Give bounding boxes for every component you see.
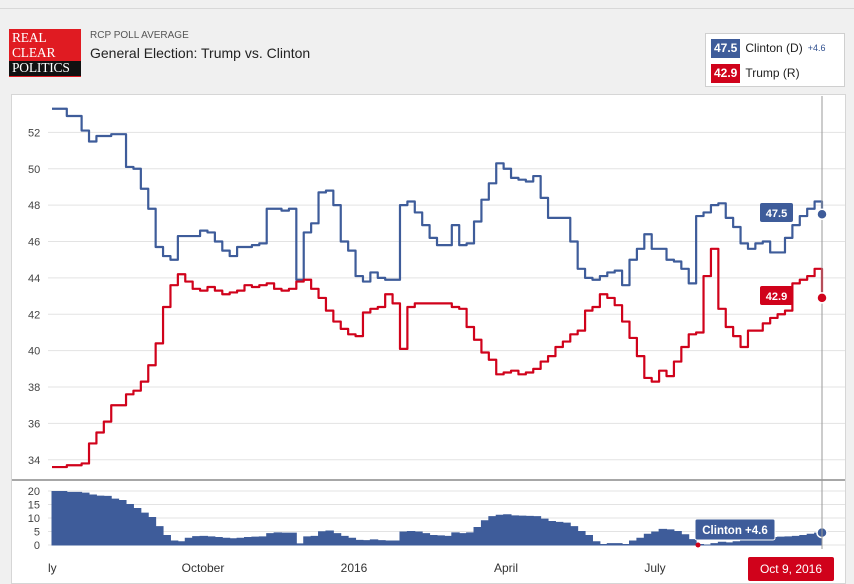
top-rule bbox=[0, 8, 854, 9]
spread-area[interactable] bbox=[51, 491, 823, 546]
date-tooltip[interactable]: Oct 9, 2016 bbox=[748, 557, 834, 581]
y-tick-label: 38 bbox=[28, 382, 40, 394]
legend-clinton-label: Clinton (D) bbox=[745, 41, 803, 55]
spread-y-tick-label: 5 bbox=[34, 527, 40, 539]
x-tick-label: October bbox=[182, 561, 225, 575]
x-axis-ticks: ly October 2016 April July bbox=[48, 561, 666, 575]
series-lines bbox=[52, 107, 824, 469]
trump-series-line[interactable] bbox=[52, 247, 824, 469]
spread-y-tick-label: 0 bbox=[34, 540, 40, 552]
clinton-end-marker[interactable] bbox=[816, 208, 828, 220]
trump-end-label: 42.9 bbox=[760, 286, 793, 305]
end-markers bbox=[816, 208, 828, 304]
clinton-end-label: 47.5 bbox=[760, 203, 793, 222]
rcp-logo[interactable]: REAL CLEAR POLITICS bbox=[9, 29, 81, 77]
y-axis-ticks: 34 36 38 40 42 44 46 48 50 52 bbox=[28, 127, 40, 466]
spread-y-tick-label: 15 bbox=[28, 500, 40, 512]
x-tick-label: 2016 bbox=[341, 561, 368, 575]
logo-line-3: POLITICS bbox=[9, 60, 81, 76]
y-tick-label: 52 bbox=[28, 127, 40, 139]
date-tooltip-text: Oct 9, 2016 bbox=[760, 562, 822, 576]
y-tick-label: 46 bbox=[28, 237, 40, 249]
y-tick-label: 42 bbox=[28, 309, 40, 321]
legend-trump-label: Trump (R) bbox=[745, 66, 800, 80]
x-tick-label: ly bbox=[48, 561, 57, 575]
legend-clinton-value: 47.5 bbox=[711, 38, 741, 58]
chart-legend: 47.5 Clinton (D) +4.6 42.9 Trump (R) bbox=[705, 33, 845, 87]
spread-tooltip-text: Clinton +4.6 bbox=[702, 525, 768, 537]
spread-trump-marker bbox=[695, 542, 701, 548]
trump-end-marker[interactable] bbox=[816, 292, 828, 304]
y-tick-label: 48 bbox=[28, 200, 40, 212]
chart-panel bbox=[11, 94, 846, 584]
main-grid bbox=[48, 131, 845, 461]
spread-tooltip: Clinton +4.6 bbox=[694, 518, 776, 541]
y-tick-label: 34 bbox=[28, 455, 40, 467]
x-tick-label: April bbox=[494, 561, 518, 575]
x-tick-label: July bbox=[644, 561, 665, 575]
spread-y-tick-label: 20 bbox=[28, 486, 40, 498]
legend-clinton-spread: +4.6 bbox=[807, 43, 826, 53]
logo-line-1: REAL bbox=[12, 30, 47, 45]
legend-trump[interactable]: 42.9 Trump (R) bbox=[711, 63, 800, 83]
chart-subtitle: RCP POLL AVERAGE bbox=[90, 30, 189, 41]
trump-end-value: 42.9 bbox=[766, 291, 787, 303]
y-tick-label: 36 bbox=[28, 418, 40, 430]
chart-title: General Election: Trump vs. Clinton bbox=[90, 45, 311, 61]
logo-line-2: CLEAR bbox=[12, 44, 56, 60]
y-tick-label: 44 bbox=[28, 273, 40, 285]
legend-trump-value: 42.9 bbox=[711, 63, 741, 83]
spread-y-tick-label: 10 bbox=[28, 513, 40, 525]
clinton-end-value: 47.5 bbox=[766, 208, 787, 220]
legend-clinton[interactable]: 47.5 Clinton (D) +4.6 bbox=[711, 38, 826, 58]
y-tick-label: 40 bbox=[28, 346, 40, 358]
y-tick-label: 50 bbox=[28, 164, 40, 176]
clinton-series-line[interactable] bbox=[52, 107, 824, 287]
